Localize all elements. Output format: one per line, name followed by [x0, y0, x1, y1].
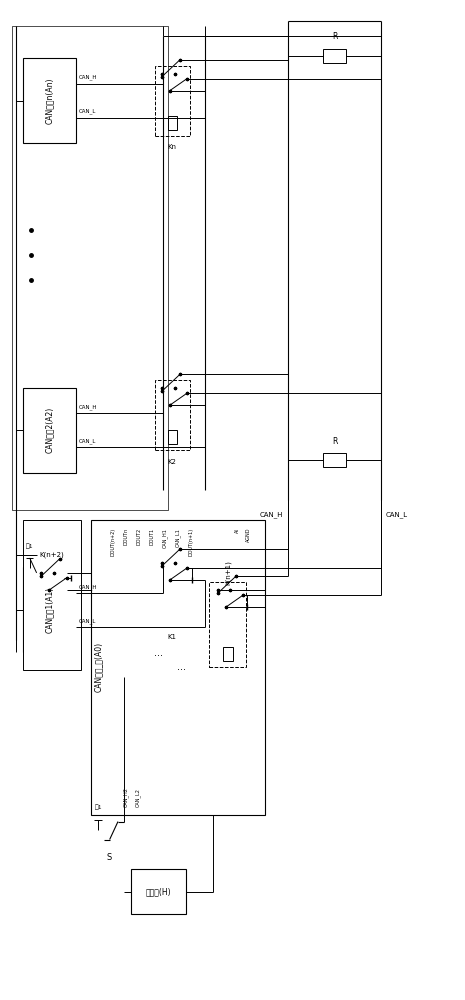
Text: Kn: Kn — [168, 144, 177, 150]
Text: CAN_H: CAN_H — [79, 75, 97, 80]
Text: K2: K2 — [168, 459, 177, 465]
Text: K(n+2): K(n+2) — [40, 552, 64, 558]
Text: R: R — [332, 32, 337, 41]
Bar — [12, 26, 167, 510]
Text: CAN_H2: CAN_H2 — [123, 787, 129, 807]
Text: 电1: 电1 — [94, 805, 102, 810]
Text: CAN_H1: CAN_H1 — [162, 528, 168, 548]
Text: S: S — [106, 853, 111, 862]
Bar — [23, 520, 80, 670]
Text: CAN_L: CAN_L — [79, 109, 96, 114]
Bar — [155, 380, 190, 450]
Text: CAN_L1: CAN_L1 — [175, 528, 181, 547]
Bar — [23, 567, 76, 652]
Text: CAN_H: CAN_H — [260, 512, 284, 518]
Bar — [209, 582, 246, 667]
Bar — [155, 66, 190, 136]
Text: ...: ... — [177, 662, 186, 672]
Bar — [167, 116, 177, 130]
Text: DOUT2: DOUT2 — [137, 528, 142, 545]
Text: CAN_H: CAN_H — [79, 404, 97, 410]
Bar — [131, 869, 186, 914]
Bar — [167, 605, 177, 619]
Text: CAN设备1(A1): CAN设备1(A1) — [45, 587, 54, 633]
Text: CAN_L: CAN_L — [385, 512, 408, 518]
Bar — [23, 58, 76, 143]
Bar — [37, 565, 67, 645]
Bar — [23, 388, 76, 473]
Text: DOUT(n+2): DOUT(n+2) — [111, 528, 116, 556]
Text: DOUT(n+1): DOUT(n+1) — [189, 528, 194, 556]
Text: AGND: AGND — [246, 528, 251, 542]
Text: 显示器(H): 显示器(H) — [146, 887, 171, 896]
Text: DOUTn: DOUTn — [124, 528, 129, 545]
Bar — [323, 49, 346, 63]
Text: 电1: 电1 — [26, 543, 33, 549]
Text: CAN_H: CAN_H — [79, 584, 97, 590]
Text: DOUT1: DOUT1 — [150, 528, 155, 545]
Bar — [223, 647, 232, 661]
Text: K(n+1): K(n+1) — [225, 560, 231, 585]
Text: ...: ... — [154, 648, 163, 658]
Text: CAN设备n(An): CAN设备n(An) — [45, 77, 54, 124]
Text: CAN_L2: CAN_L2 — [134, 788, 140, 807]
Text: CAN_L: CAN_L — [79, 618, 96, 624]
Text: CAN设备2(A2): CAN设备2(A2) — [45, 407, 54, 453]
Text: CAN_L: CAN_L — [79, 438, 96, 444]
Bar — [47, 625, 56, 639]
Text: AI: AI — [235, 528, 239, 533]
Bar — [155, 555, 190, 625]
Text: CAN设备_主(A0): CAN设备_主(A0) — [93, 642, 103, 692]
Bar — [323, 453, 346, 467]
Text: K1: K1 — [168, 634, 177, 640]
Text: R: R — [332, 437, 337, 446]
Bar — [167, 430, 177, 444]
Bar — [91, 520, 265, 815]
